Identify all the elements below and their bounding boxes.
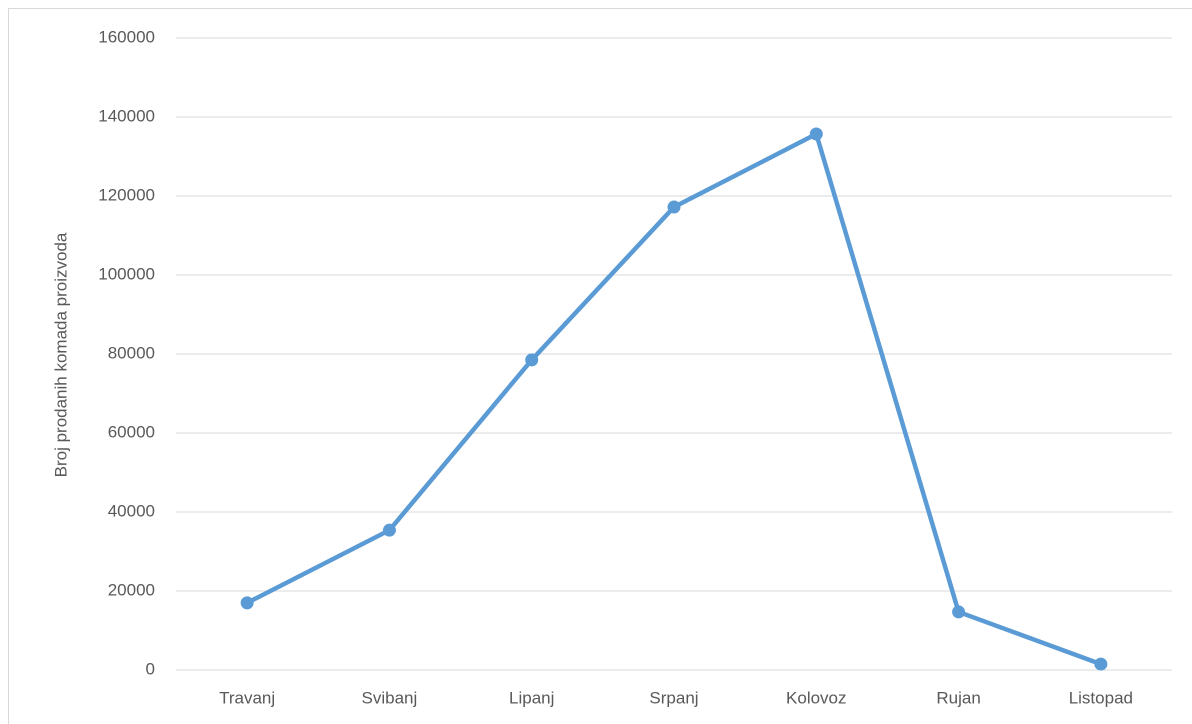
x-tick-label: Rujan <box>936 688 980 707</box>
marker <box>240 596 254 610</box>
marker <box>525 353 539 367</box>
x-tick-label: Svibanj <box>362 688 418 707</box>
chart-border <box>8 8 1192 724</box>
x-tick-label: Listopad <box>1069 688 1133 707</box>
marker <box>809 127 823 141</box>
marker <box>667 200 681 214</box>
x-tick-label: Kolovoz <box>786 688 846 707</box>
y-tick-label: 100000 <box>98 264 155 283</box>
marker <box>952 605 966 619</box>
y-tick-label: 0 <box>146 659 155 678</box>
x-tick-label: Travanj <box>219 688 275 707</box>
y-tick-label: 160000 <box>98 27 155 46</box>
x-tick-label: Srpanj <box>649 688 698 707</box>
y-axis-label: Broj prodanih komada proizvoda <box>51 232 70 477</box>
y-tick-label: 40000 <box>108 501 155 520</box>
x-tick-label: Lipanj <box>509 688 554 707</box>
y-tick-label: 60000 <box>108 422 155 441</box>
y-tick-label: 80000 <box>108 343 155 362</box>
marker <box>1094 657 1108 671</box>
y-tick-label: 140000 <box>98 106 155 125</box>
y-tick-label: 120000 <box>98 185 155 204</box>
marker <box>382 523 396 537</box>
y-tick-label: 20000 <box>108 580 155 599</box>
